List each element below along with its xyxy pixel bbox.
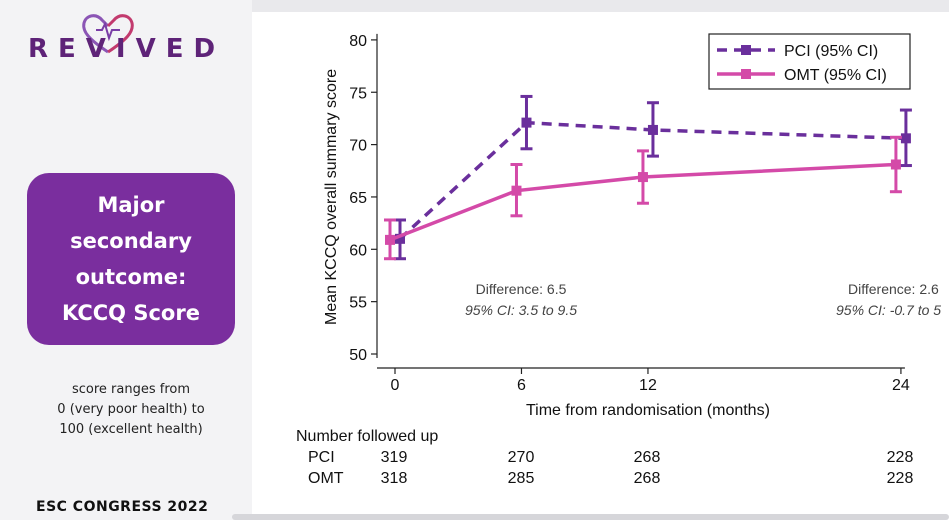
data-point <box>385 234 395 245</box>
row-label-pci: PCI <box>308 449 335 466</box>
x-tick-label: 12 <box>639 377 657 394</box>
y-tick-label: 50 <box>349 347 367 364</box>
horizontal-scrollbar[interactable] <box>232 514 949 520</box>
followup-table: Number followed up PCI 319 270 268 228 O… <box>296 428 936 508</box>
x-tick-label: 6 <box>517 377 526 394</box>
row-label-omt: OMT <box>308 470 344 487</box>
data-point <box>890 159 901 170</box>
outcome-box: Major secondary outcome: KCCQ Score <box>27 173 235 345</box>
range-line: score ranges from <box>71 382 191 397</box>
range-line: 100 (excellent health) <box>59 422 203 437</box>
x-axis-label: Time from randomisation (months) <box>526 402 770 419</box>
data-point <box>637 172 648 183</box>
box-line: Major <box>97 193 165 217</box>
y-axis-label: Mean KCCQ overall summary score <box>323 69 340 325</box>
x-tick-label: 0 <box>391 377 400 394</box>
y-tick-label: 80 <box>349 33 367 50</box>
data-point <box>900 133 911 144</box>
y-tick-label: 70 <box>349 138 367 155</box>
data-point <box>511 185 522 196</box>
pci-count: 228 <box>886 449 914 466</box>
legend-label: PCI (95% CI) <box>784 43 878 60</box>
logo-text: REVIVED <box>28 34 226 64</box>
omt-count: 285 <box>507 470 535 487</box>
annotation-ci: 95% CI: -0.7 to 5 <box>836 302 941 318</box>
legend-swatch-marker <box>741 45 751 55</box>
chart-panel <box>252 12 949 520</box>
omt-count: 318 <box>380 470 408 487</box>
annotation-ci: 95% CI: 3.5 to 9.5 <box>465 302 577 318</box>
box-line: KCCQ Score <box>62 301 200 325</box>
y-tick-label: 65 <box>349 190 367 207</box>
kccq-chart: 50 55 60 65 70 75 80 0 6 12 24 Time from randomisat… <box>323 33 941 419</box>
data-point <box>395 233 405 244</box>
y-tick-label: 75 <box>349 85 367 102</box>
legend-label: OMT (95% CI) <box>784 67 887 84</box>
pci-count: 270 <box>507 449 535 466</box>
x-tick-label: 24 <box>892 377 910 394</box>
box-line: outcome: <box>75 265 187 289</box>
series-line <box>389 162 897 242</box>
y-tick-label: 55 <box>349 295 367 312</box>
heart-icon <box>82 14 134 54</box>
followup-title: Number followed up <box>296 428 439 445</box>
y-tick-label: 60 <box>349 242 367 259</box>
legend-box <box>708 33 911 90</box>
data-point <box>647 124 658 135</box>
data-point <box>521 117 532 128</box>
box-line: secondary <box>70 229 192 253</box>
omt-count: 268 <box>633 470 661 487</box>
pci-count: 268 <box>633 449 661 466</box>
congress-footer: ESC CONGRESS 2022 <box>36 499 209 515</box>
pci-count: 319 <box>380 449 408 466</box>
legend-swatch-marker <box>741 69 751 79</box>
score-range-note: score ranges from 0 (very poor health) t… <box>20 380 242 440</box>
annotation-difference: Difference: 2.6 <box>848 281 939 297</box>
annotation-difference: Difference: 6.5 <box>476 281 567 297</box>
sidebar: REVIVED Major secondary outcome: KCCQ Sc… <box>0 0 252 520</box>
series-line <box>398 120 906 241</box>
revived-logo: REVIVED <box>28 14 242 88</box>
range-line: 0 (very poor health) to <box>57 402 205 417</box>
omt-count: 228 <box>886 470 914 487</box>
